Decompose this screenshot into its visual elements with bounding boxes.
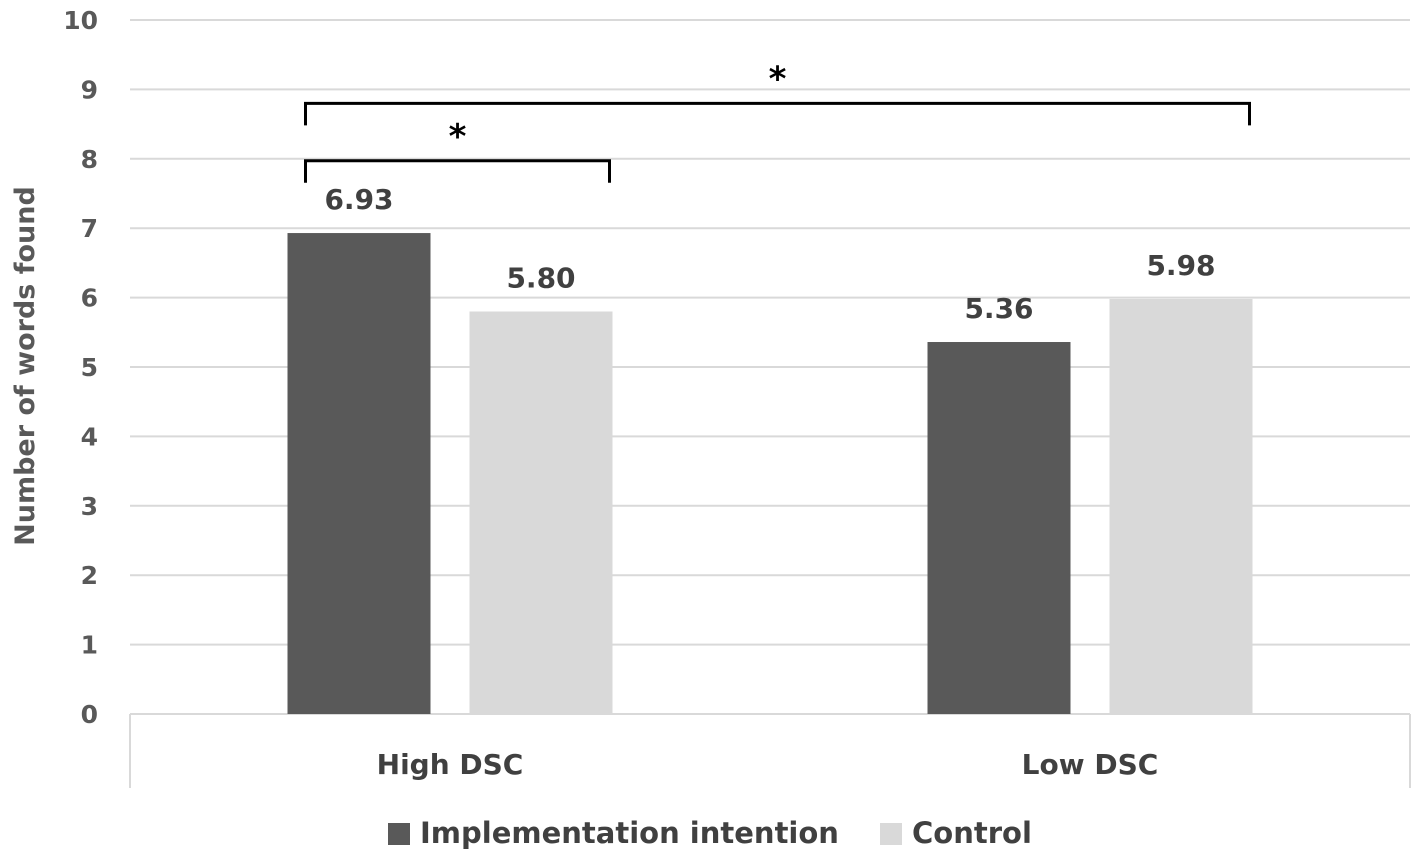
y-tick-label: 5 (81, 353, 98, 382)
data-label: 5.36 (964, 292, 1033, 325)
significance-bracket (304, 101, 1251, 126)
bar-control-high-dsc (469, 311, 613, 714)
y-tick-label: 3 (81, 492, 98, 521)
data-label: 6.93 (324, 183, 393, 216)
legend: Implementation intention Control (388, 816, 1032, 850)
y-tick-label: 0 (81, 700, 98, 729)
data-labels: 6.93 5.80 5.36 5.98 (324, 183, 1215, 325)
bar-implementation-intention-high-dsc (287, 233, 431, 715)
y-tick-label: 7 (81, 214, 98, 243)
x-category-label: High DSC (377, 748, 524, 781)
y-tick-label: 8 (81, 145, 98, 174)
legend-label: Implementation intention (420, 816, 839, 850)
bar-control-low-dsc (1109, 298, 1253, 714)
y-tick-label: 4 (81, 422, 98, 451)
significance-star: * (769, 59, 787, 99)
bar-implementation-intention-low-dsc (927, 342, 1071, 714)
data-label: 5.98 (1146, 249, 1215, 282)
y-tick-label: 10 (63, 6, 98, 35)
y-tick-label: 1 (81, 631, 98, 660)
x-category-label: Low DSC (1022, 748, 1159, 781)
legend-label: Control (912, 816, 1032, 850)
y-tick-label: 2 (81, 561, 98, 590)
y-tick-label: 9 (81, 75, 98, 104)
data-label: 5.80 (506, 261, 575, 294)
legend-swatch (388, 823, 410, 845)
legend-swatch (880, 823, 902, 845)
y-tick-label: 6 (81, 284, 98, 313)
bars (287, 233, 1253, 715)
significance-annotations: ** (304, 59, 1251, 183)
significance-bracket (304, 159, 611, 183)
significance-star: * (449, 117, 467, 157)
y-axis-title: Number of words found (10, 186, 41, 546)
